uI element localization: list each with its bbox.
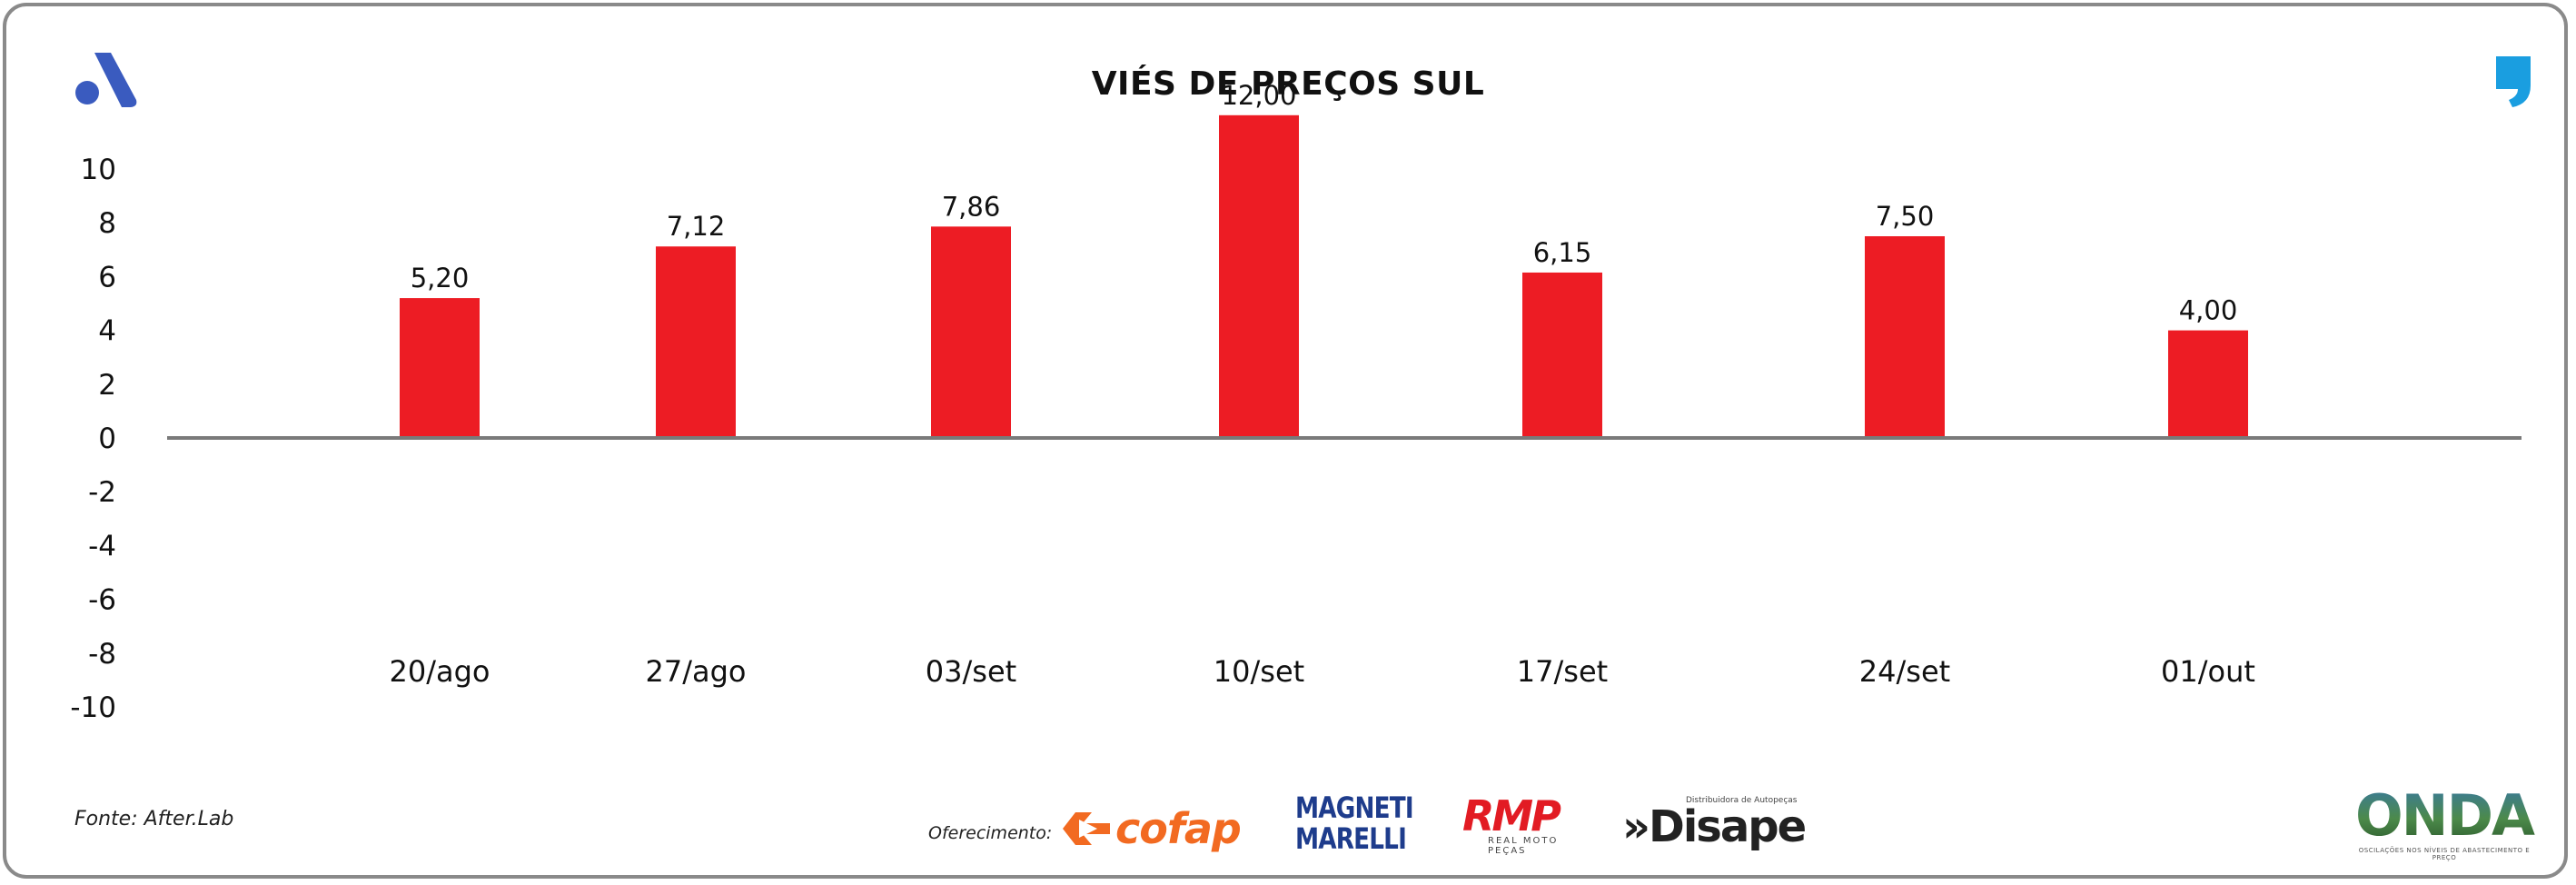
y-tick-label: 0 xyxy=(98,423,116,455)
x-category-label: 10/set xyxy=(1214,654,1304,689)
value-labels: 5,20 7,12 7,86 12,00 6,15 7,50 4,00 xyxy=(411,80,2238,326)
y-axis-ticks: 10 8 6 4 2 0 -2 -4 -6 -8 -10 xyxy=(70,154,116,724)
y-tick-label: -10 xyxy=(70,691,116,724)
bar-value-label: 5,20 xyxy=(411,263,470,293)
x-axis-labels: 20/ago 27/ago 03/set 10/set 17/set 24/set 01/o… xyxy=(390,654,2255,689)
bar xyxy=(656,246,736,438)
y-tick-label: 6 xyxy=(98,261,116,293)
bar-value-label: 4,00 xyxy=(2179,295,2238,326)
bar xyxy=(2168,330,2248,438)
disape-subtitle: Distribuidora de Autopeças xyxy=(1686,796,1798,805)
x-category-label: 27/ago xyxy=(646,654,747,689)
bar xyxy=(1865,236,1945,438)
y-tick-label: 4 xyxy=(98,315,116,348)
y-tick-label: 10 xyxy=(81,154,116,186)
rmp-logo: RMP REAL MOTO PEÇAS xyxy=(1462,792,1599,856)
bar-value-label: 7,12 xyxy=(667,211,726,242)
bar-value-label: 7,50 xyxy=(1876,201,1935,232)
bar xyxy=(931,226,1011,438)
sponsor-label: Oferecimento: xyxy=(928,823,1053,843)
y-tick-label: -8 xyxy=(88,638,116,671)
magneti-line1: MAGNETI xyxy=(1295,791,1414,825)
x-category-label: 01/out xyxy=(2161,654,2255,689)
quote-mark-icon xyxy=(2496,56,2531,107)
cofap-logo: cofap xyxy=(1061,801,1242,856)
onda-subtitle: OSCILAÇÕES NOS NÍVEIS DE ABASTECIMENTO E… xyxy=(2358,847,2531,861)
onda-wordmark: ONDA xyxy=(2351,787,2538,845)
x-category-label: 24/set xyxy=(1859,654,1950,689)
bar xyxy=(1522,272,1602,438)
x-category-label: 17/set xyxy=(1517,654,1608,689)
rmp-wordmark: RMP xyxy=(1462,791,1561,840)
rmp-subtitle: REAL MOTO PEÇAS xyxy=(1488,836,1559,856)
bar-value-label: 6,15 xyxy=(1533,237,1592,268)
a-logo-icon xyxy=(75,53,137,107)
chart-title: VIÉS DE PREÇOS SUL xyxy=(1091,65,1485,103)
y-tick-label: -2 xyxy=(88,476,116,509)
disape-logo: Distribuidora de Autopeças »Disape xyxy=(1622,796,1807,852)
magneti-line2: MARELLI xyxy=(1295,821,1407,856)
bar-value-label: 7,86 xyxy=(942,191,1001,222)
x-category-label: 03/set xyxy=(926,654,1016,689)
onda-logo: ONDA OSCILAÇÕES NOS NÍVEIS DE ABASTECIME… xyxy=(2351,787,2538,862)
x-category-label: 20/ago xyxy=(390,654,490,689)
bar xyxy=(400,298,480,438)
cofap-wordmark: cofap xyxy=(1115,804,1242,853)
magneti-marelli-logo: MAGNETI MARELLI xyxy=(1295,791,1414,856)
cofap-mark-icon xyxy=(1063,812,1110,845)
bar xyxy=(1219,114,1299,439)
bars xyxy=(400,114,2248,439)
bar-value-label: 12,00 xyxy=(1221,80,1296,111)
y-tick-label: 2 xyxy=(98,369,116,402)
disape-wordmark: »Disape xyxy=(1622,801,1807,852)
y-tick-label: 8 xyxy=(98,207,116,240)
y-tick-label: -4 xyxy=(88,530,116,562)
source-note: Fonte: After.Lab xyxy=(74,808,234,830)
y-tick-label: -6 xyxy=(88,584,116,617)
